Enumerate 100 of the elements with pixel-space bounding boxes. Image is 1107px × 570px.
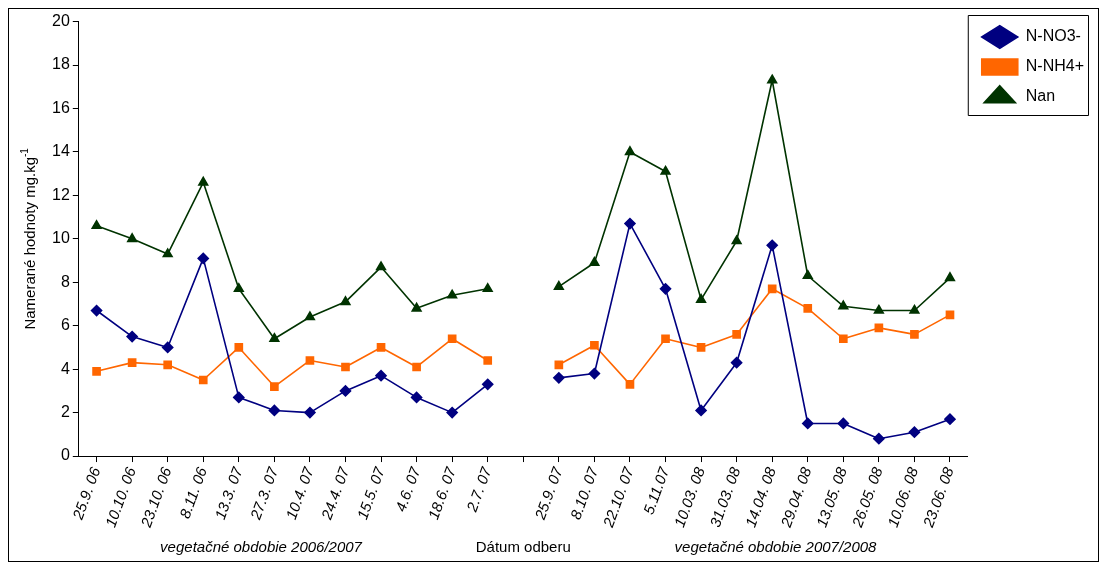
point (696, 343, 706, 352)
point (767, 284, 777, 294)
point (447, 289, 458, 299)
point (411, 302, 422, 312)
legend-label: N-NH4+ (1025, 57, 1084, 75)
point (197, 252, 210, 265)
point (766, 239, 778, 252)
x-tick-label: 10.06. 08 (883, 464, 922, 530)
point (767, 74, 778, 84)
point (269, 332, 280, 343)
point (482, 282, 493, 293)
point (873, 304, 884, 314)
point (730, 356, 743, 369)
point (589, 256, 600, 267)
y-tick-label: 10 (52, 229, 70, 247)
text: vegetačné obdobie 2006/2007 (160, 537, 363, 555)
point (803, 304, 813, 313)
point (944, 272, 956, 282)
point (270, 382, 279, 391)
point (339, 385, 352, 397)
x-tick-label: 5.11.07 (639, 464, 673, 517)
y-tick-label: 4 (60, 359, 70, 377)
point (233, 391, 245, 404)
legend-label: Nan (1025, 87, 1056, 105)
point (305, 356, 315, 365)
point (910, 330, 919, 339)
point (163, 360, 173, 370)
point (483, 356, 493, 365)
point (624, 217, 636, 230)
point (198, 375, 208, 385)
x-tick-label: 25.9. 07 (530, 464, 566, 523)
point (731, 235, 742, 245)
point (304, 311, 316, 321)
x-tick-label: 27.3. 07 (246, 464, 282, 523)
text: vegetačné obdobie 2007/2008 (674, 537, 878, 555)
point (375, 261, 387, 271)
point (234, 343, 244, 352)
point (695, 293, 707, 303)
point (233, 282, 244, 293)
point (624, 146, 636, 156)
point (659, 282, 672, 295)
x-tick-label: 10.4. 07 (282, 464, 317, 522)
x-tick-label: 15.5. 07 (353, 464, 389, 522)
y-tick-label: 14 (52, 142, 70, 160)
y-tick-label: 18 (52, 55, 70, 73)
point (198, 176, 209, 186)
x-tick-label: 24.4. 07 (317, 464, 353, 523)
y-tick-label: 20 (52, 12, 70, 30)
x-tick-label: 10.03. 08 (670, 464, 709, 530)
x-tick-label: 25.9. 06 (68, 464, 104, 523)
x-tick-label: 18.6. 07 (424, 464, 460, 522)
y-tick-label: 0 (60, 446, 70, 464)
point (838, 300, 849, 310)
legend-label: N-NO3- (1025, 27, 1081, 45)
x-tick-label: 4.6. 07 (391, 464, 424, 514)
x-tick-label: 8.11. 06 (175, 464, 211, 521)
point (660, 165, 671, 175)
point (410, 391, 423, 404)
point (837, 417, 850, 430)
point (375, 369, 387, 382)
point (553, 280, 564, 290)
point (446, 406, 458, 419)
point (91, 220, 102, 230)
y-axis-title: Namerané hodnoty mg.kg-1 (18, 147, 39, 330)
point (873, 432, 885, 445)
point (588, 367, 601, 380)
y-tick-label: 8 (60, 272, 70, 290)
y-tick-label: 12 (52, 185, 70, 203)
point (908, 426, 921, 438)
point (481, 378, 494, 391)
point (838, 334, 848, 344)
x-tick-label: 2.7. 07 (462, 464, 495, 515)
x-tick-label: 31.03. 08 (706, 464, 744, 530)
point (304, 406, 316, 419)
point (447, 334, 457, 344)
point (126, 330, 138, 343)
x-tick-label: 23.06. 08 (919, 464, 957, 531)
point (802, 269, 813, 280)
y-tick-label: 6 (60, 316, 70, 334)
point (127, 233, 138, 243)
point (625, 380, 635, 389)
point (340, 296, 351, 306)
point (268, 404, 281, 417)
point (553, 372, 565, 384)
point (90, 304, 103, 317)
point (661, 334, 670, 344)
point (944, 413, 956, 425)
point (92, 367, 101, 376)
point (127, 358, 137, 367)
x-tick-label: 13.3. 07 (211, 464, 246, 522)
point (412, 362, 421, 372)
point (341, 362, 350, 372)
y-tick-label: 2 (60, 403, 70, 421)
point (376, 343, 386, 352)
point (554, 360, 564, 370)
point (909, 304, 920, 314)
point (590, 340, 599, 350)
point (695, 404, 707, 417)
x-axis-title: Dátum odberu (475, 537, 571, 555)
point (801, 417, 814, 430)
